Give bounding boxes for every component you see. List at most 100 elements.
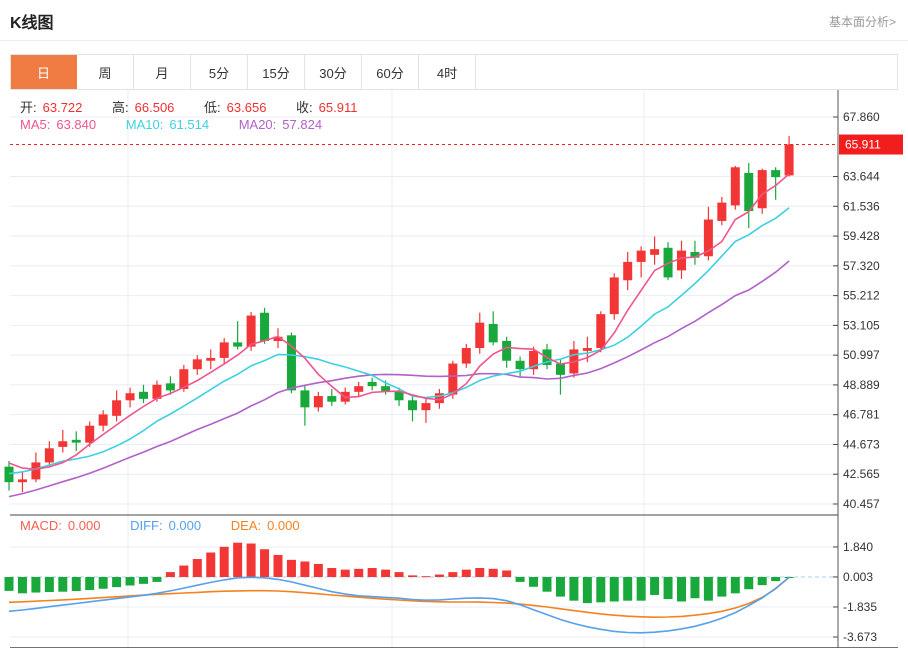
macd-bar (502, 570, 512, 577)
macd-axis-label: -3.673 (843, 630, 877, 644)
macd-bar (394, 572, 404, 577)
y-axis-label: 42.565 (843, 467, 880, 481)
macd-bar (219, 546, 229, 577)
macd-row: MACD: 0.000 DIFF: 0.000 DEA: 0.000 (20, 518, 306, 533)
kline-chart-canvas[interactable]: 67.860 63.644 61.536 59.428 57.320 55.212 53.1… (0, 90, 908, 648)
high-label: 高: (112, 100, 129, 115)
tab-month[interactable]: 月 (134, 55, 191, 89)
macd-bar (771, 577, 781, 582)
candle-body (152, 384, 162, 399)
candle-body (609, 277, 619, 315)
macd-bar (744, 577, 754, 590)
candle-body (636, 250, 646, 262)
ma10-line (8, 207, 790, 475)
low-value: 63.656 (226, 100, 267, 115)
ma5-label: MA5: (20, 117, 51, 132)
y-axis-label: 48.889 (843, 378, 880, 392)
candle-body (219, 342, 229, 358)
candle-body (475, 322, 485, 349)
macd-bar (609, 577, 619, 602)
candle-body (529, 350, 539, 370)
tab-4hour[interactable]: 4时 (419, 55, 476, 89)
macd-bar (31, 577, 41, 593)
macd-bar (327, 568, 337, 577)
high-value: 66.506 (134, 100, 175, 115)
tab-5min[interactable]: 5分 (191, 55, 248, 89)
tab-30min[interactable]: 30分 (305, 55, 362, 89)
y-axis-label: 46.781 (843, 408, 880, 422)
candle-body (44, 448, 54, 463)
macd-label: MACD: (20, 518, 62, 533)
ma10-label: MA10: (125, 117, 164, 132)
candle-body (461, 348, 471, 364)
fundamental-analysis-link[interactable]: 基本面分析> (828, 14, 896, 29)
ma20-label: MA20: (238, 117, 277, 132)
candle-body (165, 383, 175, 391)
candle-body (408, 400, 417, 411)
candle-body (71, 439, 81, 443)
low-label: 低: (204, 100, 221, 115)
candle-body (354, 386, 364, 392)
ma5-value: 63.840 (56, 117, 97, 132)
macd-bar (260, 549, 270, 577)
y-axis-label: 50.997 (843, 348, 880, 362)
candle-body (260, 312, 270, 341)
candle-body (139, 391, 148, 399)
macd-bar (730, 577, 740, 594)
ma5-line (8, 173, 790, 471)
macd-bar (690, 577, 700, 599)
macd-bar (515, 577, 525, 582)
candle-body (515, 360, 525, 370)
candle-body (488, 324, 498, 343)
candle-body (300, 390, 310, 408)
macd-bar (58, 577, 68, 592)
candle-body (98, 414, 108, 426)
macd-bar (85, 577, 95, 591)
page-header: K线图 基本面分析> (0, 0, 908, 41)
candle-body (125, 393, 135, 401)
macd-bar (125, 577, 135, 586)
page-title: K线图 (10, 15, 54, 32)
candle-body (85, 425, 95, 443)
candle-body (246, 315, 256, 347)
macd-bar (488, 568, 498, 577)
diff-label: DIFF: (130, 518, 163, 533)
macd-bar (448, 572, 458, 577)
macd-bar (663, 577, 673, 600)
tab-15min[interactable]: 15分 (248, 55, 305, 89)
y-axis-label: 59.428 (843, 229, 880, 243)
candle-body (421, 403, 431, 411)
candle-body (179, 369, 189, 389)
candle-body (623, 261, 633, 281)
y-axis-label: 40.457 (843, 497, 880, 511)
macd-bar (582, 577, 592, 604)
candle-body (677, 250, 686, 271)
close-label: 收: (296, 100, 313, 115)
candle-body (582, 348, 592, 351)
macd-value: 0.000 (67, 518, 101, 533)
candle-body (744, 172, 754, 212)
candle-body (112, 400, 122, 416)
macd-axis-label: 1.840 (843, 540, 873, 554)
macd-bar (4, 577, 14, 591)
candle-body (650, 249, 660, 255)
tab-day[interactable]: 日 (11, 55, 77, 89)
candle-body (17, 479, 27, 483)
last-price-flag (839, 134, 903, 155)
tab-week[interactable]: 周 (77, 55, 134, 89)
macd-bar (139, 577, 148, 584)
candle-body (448, 363, 458, 395)
ma20-value: 57.824 (282, 117, 323, 132)
tab-60min[interactable]: 60分 (362, 55, 419, 89)
macd-axis-label: 0.003 (843, 570, 873, 584)
macd-bar (650, 577, 660, 595)
macd-bar (17, 577, 27, 594)
close-value: 65.911 (318, 100, 358, 115)
macd-bar (354, 568, 364, 577)
macd-bar (381, 569, 391, 577)
ohlc-row: 开: 63.722 高: 66.506 低: 63.656 收: 65.911 (20, 97, 363, 116)
macd-bar (542, 577, 552, 592)
y-axis-label: 63.644 (843, 170, 880, 184)
tabbar-spacer (476, 55, 897, 89)
